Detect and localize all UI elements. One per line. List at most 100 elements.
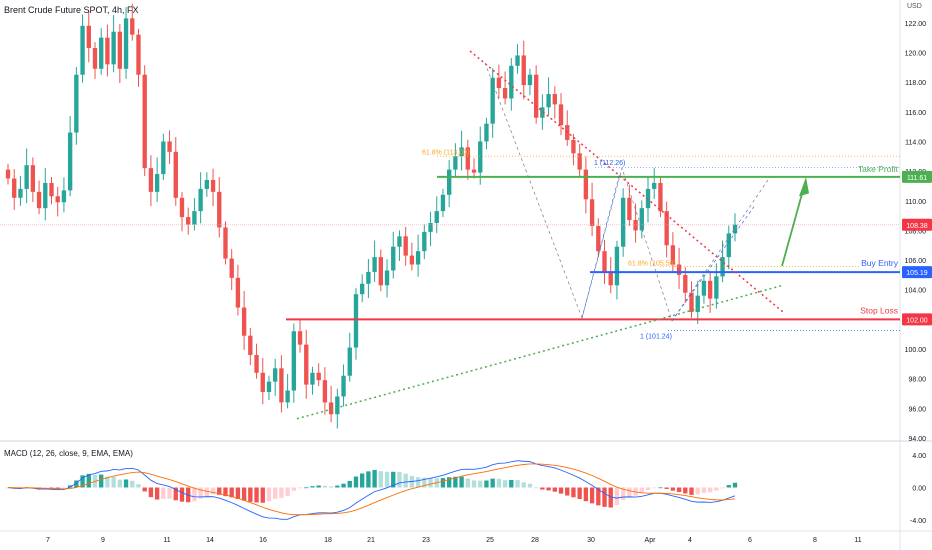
candles: [5, 3, 738, 429]
price-tag-label: 105.19: [906, 270, 928, 277]
candle: [30, 157, 36, 202]
macd-tick-label: -4.00: [910, 518, 926, 525]
chart-title: Brent Crude Future SPOT, 4h, FX: [4, 5, 139, 15]
target-arrow-shaft: [781, 182, 806, 267]
candle: [652, 168, 657, 199]
stop-loss-label: Stop Loss: [860, 305, 898, 315]
candle: [440, 188, 446, 218]
candle: [279, 355, 284, 413]
macd-histogram-bar: [428, 478, 433, 488]
candle: [148, 155, 154, 207]
macd-histogram-bar: [558, 487, 564, 494]
currency-label: USD: [907, 3, 922, 10]
price-tag[interactable]: 111.61: [902, 170, 932, 183]
candle: [558, 93, 564, 136]
candle: [701, 274, 707, 304]
macd-histogram-bar: [384, 471, 390, 488]
fib-entry-label: 61.8% (105.56): [628, 261, 676, 268]
fib-mid-label: 1 (112.26): [594, 160, 625, 167]
candle: [639, 200, 644, 239]
candle: [502, 71, 508, 105]
macd-histogram-bar: [515, 480, 520, 488]
candle: [366, 258, 371, 299]
macd-line: [7, 460, 736, 520]
time-axis[interactable]: 7 9 11 14 16 18 21 23 25 28 30 Apr 4 6 8 11: [46, 537, 862, 544]
candle: [720, 240, 725, 283]
macd-histogram-bar: [123, 479, 129, 488]
candle: [496, 64, 502, 99]
macd-histogram-bar: [366, 471, 371, 488]
candle: [117, 24, 123, 84]
candle: [341, 364, 346, 407]
signal-line: [7, 463, 736, 516]
macd-histogram-bar: [291, 487, 297, 491]
price-axis[interactable]: 122.00120.00118.00116.00114.00112.00110.…: [902, 21, 932, 443]
candle: [552, 86, 557, 119]
candle: [397, 230, 402, 261]
macd-histogram-bar: [217, 487, 222, 495]
candle: [80, 14, 85, 83]
macd-histogram-bar: [316, 485, 321, 488]
macd-histogram-bar: [683, 487, 688, 494]
macd-histogram-bar: [502, 480, 508, 488]
macd-histogram-bar: [353, 476, 359, 488]
candle: [235, 264, 241, 316]
macd-histogram-bar: [111, 476, 116, 488]
macd-histogram-bar: [689, 487, 694, 495]
macd-histogram-bar: [589, 487, 595, 504]
price-tag-label: 108.38: [906, 223, 928, 230]
macd-histogram-bar: [266, 487, 272, 502]
candle: [335, 388, 340, 429]
macd-histogram-bar: [403, 473, 408, 488]
macd-histogram-bar: [130, 480, 135, 488]
candle: [633, 203, 638, 243]
price-tag[interactable]: 102.00: [902, 313, 932, 326]
macd-histogram-bar: [285, 487, 290, 496]
candle: [316, 363, 321, 387]
candle: [86, 10, 91, 63]
candle: [571, 134, 576, 166]
candle: [136, 28, 141, 87]
candle: [360, 274, 365, 303]
candle: [111, 15, 116, 73]
macd-histogram-bar: [596, 487, 601, 506]
candle: [223, 221, 228, 265]
macd-histogram-bar: [676, 487, 682, 493]
candle: [726, 225, 731, 270]
y-tick-label: 106.00: [905, 258, 927, 265]
candle: [732, 213, 738, 242]
macd-histogram-bar: [304, 487, 309, 489]
candle: [533, 65, 539, 124]
candle: [198, 172, 203, 224]
macd-histogram-bar: [347, 480, 352, 488]
macd-histogram-bar: [714, 487, 719, 491]
candle: [304, 329, 309, 399]
candle: [161, 133, 166, 180]
candle: [49, 177, 54, 205]
macd-histogram-bar: [67, 485, 73, 488]
candle: [478, 126, 483, 185]
macd-histogram-bar: [179, 487, 185, 502]
y-tick-label: 110.00: [905, 199, 926, 206]
price-tag[interactable]: 105.19: [902, 266, 932, 279]
candle: [409, 242, 415, 271]
drawings: Take Profit Buy Entry Stop Loss 61.8% (113.…: [0, 50, 900, 420]
target-arrow-head: [799, 177, 809, 197]
y-tick-label: 122.00: [905, 21, 927, 28]
candle: [670, 232, 676, 273]
candle: [707, 271, 713, 313]
candle: [273, 358, 278, 396]
candle: [521, 40, 526, 100]
macd-tick-label: 4.00: [912, 453, 926, 460]
candle: [565, 110, 570, 146]
y-tick-label: 96.00: [908, 406, 926, 413]
price-tag[interactable]: 108.38: [902, 218, 932, 231]
macd-histogram-bar: [471, 480, 477, 488]
candle: [260, 357, 265, 405]
x-tick-label: 18: [324, 537, 332, 544]
macd-histogram-bar: [422, 477, 427, 488]
candle: [577, 143, 582, 178]
y-tick-label: 104.00: [905, 288, 927, 295]
candle: [328, 385, 334, 423]
